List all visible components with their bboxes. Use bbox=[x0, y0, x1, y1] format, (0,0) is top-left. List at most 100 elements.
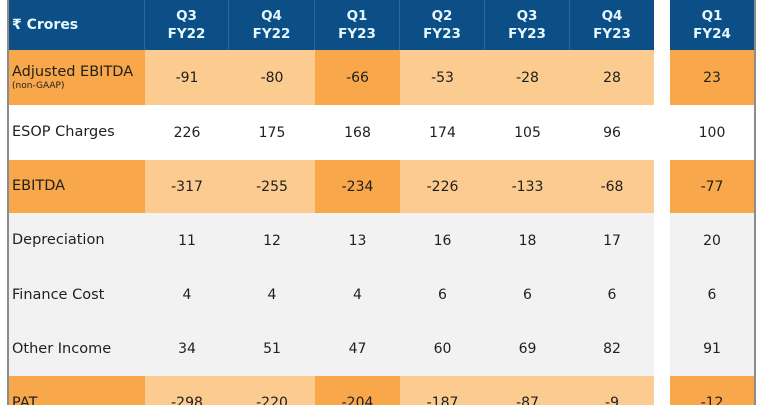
table-cell: 4 bbox=[145, 268, 229, 322]
row-label: PAT bbox=[9, 376, 145, 405]
column-header-q3-fy23: Q3 FY23 bbox=[485, 0, 570, 50]
table-cell: -234 bbox=[315, 160, 400, 213]
table-cell: 6 bbox=[670, 268, 754, 322]
table-cell: -87 bbox=[485, 376, 570, 405]
table-cell: 175 bbox=[229, 105, 315, 160]
table-cell: 96 bbox=[570, 105, 654, 160]
column-gap bbox=[654, 105, 670, 160]
column-gap bbox=[654, 213, 670, 268]
column-quarter: Q1 bbox=[346, 8, 368, 24]
row-label-text: Depreciation bbox=[12, 232, 105, 248]
table-cell: 6 bbox=[570, 268, 654, 322]
table-cell: -298 bbox=[145, 376, 229, 405]
row-sublabel-text: (non-GAAP) bbox=[12, 80, 65, 91]
column-gap bbox=[654, 160, 670, 213]
column-quarter: Q1 bbox=[701, 8, 723, 24]
table-cell: -53 bbox=[400, 50, 485, 105]
column-gap bbox=[654, 322, 670, 376]
table-cell: -317 bbox=[145, 160, 229, 213]
column-fy: FY23 bbox=[338, 26, 376, 42]
table-cell: 34 bbox=[145, 322, 229, 376]
table-cell: 12 bbox=[229, 213, 315, 268]
table-cell: 6 bbox=[400, 268, 485, 322]
column-gap bbox=[654, 376, 670, 405]
column-gap bbox=[654, 50, 670, 105]
row-label-text: Finance Cost bbox=[12, 286, 105, 303]
row-label: Other Income bbox=[9, 322, 145, 376]
table-cell: -204 bbox=[315, 376, 400, 405]
table-row-adjusted-ebitda: Adjusted EBITDA (non-GAAP) -91 -80 -66 -… bbox=[9, 50, 754, 105]
table-cell: -226 bbox=[400, 160, 485, 213]
column-fy: FY22 bbox=[252, 26, 291, 42]
table-cell: 100 bbox=[670, 105, 754, 160]
table-cell: -12 bbox=[670, 376, 754, 405]
table-row-ebitda: EBITDA -317 -255 -234 -226 -133 -68 -77 bbox=[9, 160, 754, 213]
column-fy: FY23 bbox=[423, 26, 461, 42]
column-header-q1-fy24: Q1 FY24 bbox=[670, 0, 754, 50]
table-cell: -91 bbox=[145, 50, 229, 105]
row-label: Adjusted EBITDA (non-GAAP) bbox=[9, 50, 145, 105]
table-cell: -255 bbox=[229, 160, 315, 213]
table-cell: 17 bbox=[570, 213, 654, 268]
row-label: Depreciation bbox=[9, 213, 145, 268]
table-cell: -68 bbox=[570, 160, 654, 213]
row-label-text: EBITDA bbox=[12, 178, 66, 194]
table-cell: 6 bbox=[485, 268, 570, 322]
column-quarter: Q3 bbox=[176, 8, 197, 24]
column-gap bbox=[654, 268, 670, 322]
table-row-depreciation: Depreciation 11 12 13 16 18 17 20 bbox=[9, 213, 754, 268]
table-header-row: ₹ Crores Q3 FY22 Q4 FY22 Q1 FY23 Q2 FY23 Q3 F… bbox=[9, 0, 754, 50]
table-cell: 11 bbox=[145, 213, 229, 268]
table-cell: 168 bbox=[315, 105, 400, 160]
table-cell: 60 bbox=[400, 322, 485, 376]
table-row-other-income: Other Income 34 51 47 60 69 82 91 bbox=[9, 322, 754, 376]
column-quarter: Q2 bbox=[431, 8, 453, 24]
table-cell: 20 bbox=[670, 213, 754, 268]
table-cell: 226 bbox=[145, 105, 229, 160]
table-cell: 69 bbox=[485, 322, 570, 376]
column-fy: FY23 bbox=[593, 26, 631, 42]
column-fy: FY22 bbox=[167, 26, 206, 42]
column-fy: FY23 bbox=[508, 26, 546, 42]
table-cell: 4 bbox=[229, 268, 315, 322]
table-cell: -220 bbox=[229, 376, 315, 405]
table-cell: 28 bbox=[570, 50, 654, 105]
table-cell: -9 bbox=[570, 376, 654, 405]
row-label: ESOP Charges bbox=[9, 105, 145, 160]
row-label-text: Other Income bbox=[12, 340, 112, 357]
table-cell: 174 bbox=[400, 105, 485, 160]
column-quarter: Q4 bbox=[261, 8, 282, 24]
column-header-q3-fy22: Q3 FY22 bbox=[145, 0, 229, 50]
table-cell: 82 bbox=[570, 322, 654, 376]
table-cell: 51 bbox=[229, 322, 315, 376]
row-label: Finance Cost bbox=[9, 268, 145, 322]
table-row-esop-charges: ESOP Charges 226 175 168 174 105 96 100 bbox=[9, 105, 754, 160]
column-gap bbox=[654, 0, 670, 50]
column-header-q4-fy23: Q4 FY23 bbox=[570, 0, 654, 50]
table-cell: 13 bbox=[315, 213, 400, 268]
column-quarter: Q4 bbox=[601, 8, 623, 24]
table-cell: 47 bbox=[315, 322, 400, 376]
row-label-text: PAT bbox=[12, 394, 38, 405]
column-header-q2-fy23: Q2 FY23 bbox=[400, 0, 485, 50]
table-row-pat: PAT -298 -220 -204 -187 -87 -9 -12 bbox=[9, 376, 754, 405]
table-row-finance-cost: Finance Cost 4 4 4 6 6 6 6 bbox=[9, 268, 754, 322]
table-frame bbox=[7, 0, 756, 405]
table-cell: -66 bbox=[315, 50, 400, 105]
table-cell: 16 bbox=[400, 213, 485, 268]
column-fy: FY24 bbox=[693, 26, 731, 42]
table-cell: 23 bbox=[670, 50, 754, 105]
table-cell: -133 bbox=[485, 160, 570, 213]
table-cell: 18 bbox=[485, 213, 570, 268]
table-cell: -77 bbox=[670, 160, 754, 213]
table-cell: 105 bbox=[485, 105, 570, 160]
table-cell: 4 bbox=[315, 268, 400, 322]
unit-label-text: ₹ Crores bbox=[12, 17, 79, 33]
column-header-q1-fy23: Q1 FY23 bbox=[315, 0, 400, 50]
column-quarter: Q3 bbox=[516, 8, 538, 24]
row-label: EBITDA bbox=[9, 160, 145, 213]
table-cell: -80 bbox=[229, 50, 315, 105]
row-label-text: ESOP Charges bbox=[12, 124, 115, 140]
unit-label: ₹ Crores bbox=[9, 0, 145, 50]
table-cell: -28 bbox=[485, 50, 570, 105]
